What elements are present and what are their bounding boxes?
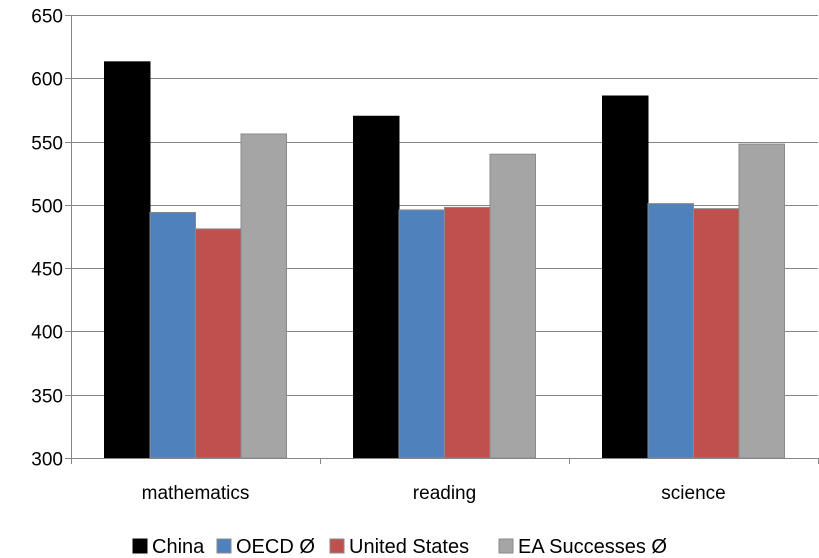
legend-label: OECD Ø — [236, 536, 315, 558]
bar-reading-united-states — [444, 206, 491, 459]
bar-reading-oecd — [398, 209, 445, 459]
bar-science-oecd — [647, 203, 694, 459]
legend-label: United States — [349, 536, 469, 558]
legend-swatch — [329, 538, 345, 554]
bar-mathematics-ea-successes — [240, 133, 287, 459]
legend-item: United States — [329, 536, 469, 558]
bar-reading-china — [353, 115, 400, 459]
y-tick-label: 550 — [31, 134, 63, 155]
legend: China OECD Ø United States EA Successes Ø — [132, 536, 667, 558]
bar-science-united-states — [693, 208, 740, 459]
y-tick-label: 450 — [31, 260, 63, 281]
legend-item: China — [132, 536, 205, 558]
bar-mathematics-oecd — [149, 211, 196, 459]
legend-item: OECD Ø — [216, 536, 315, 558]
y-tick-label: 600 — [31, 70, 63, 91]
x-tick-label: reading — [413, 483, 476, 504]
y-tick-label: 500 — [31, 197, 63, 218]
legend-swatch — [216, 538, 232, 554]
legend-label: EA Successes Ø — [518, 536, 667, 558]
x-tick-label: mathematics — [142, 483, 250, 504]
legend-label: China — [152, 536, 205, 558]
legend-item: EA Successes Ø — [498, 536, 667, 558]
y-tick-label: 400 — [31, 323, 63, 344]
y-tick-label: 300 — [31, 450, 63, 471]
bar-science-china — [602, 95, 649, 459]
y-tick-label: 650 — [31, 7, 63, 28]
legend-swatch — [498, 538, 514, 554]
bars — [104, 61, 785, 459]
x-tick-label: science — [661, 483, 725, 504]
bar-reading-ea-successes — [489, 153, 536, 459]
y-tick-label: 350 — [31, 387, 63, 408]
legend-swatch — [132, 538, 148, 554]
x-axis-tick-labels: mathematics reading science — [142, 483, 726, 504]
bar-science-ea-successes — [738, 143, 785, 459]
y-axis-tick-labels: 300 350 400 450 500 550 600 650 — [31, 7, 63, 471]
bar-mathematics-united-states — [195, 228, 242, 459]
bar-mathematics-china — [104, 61, 151, 459]
